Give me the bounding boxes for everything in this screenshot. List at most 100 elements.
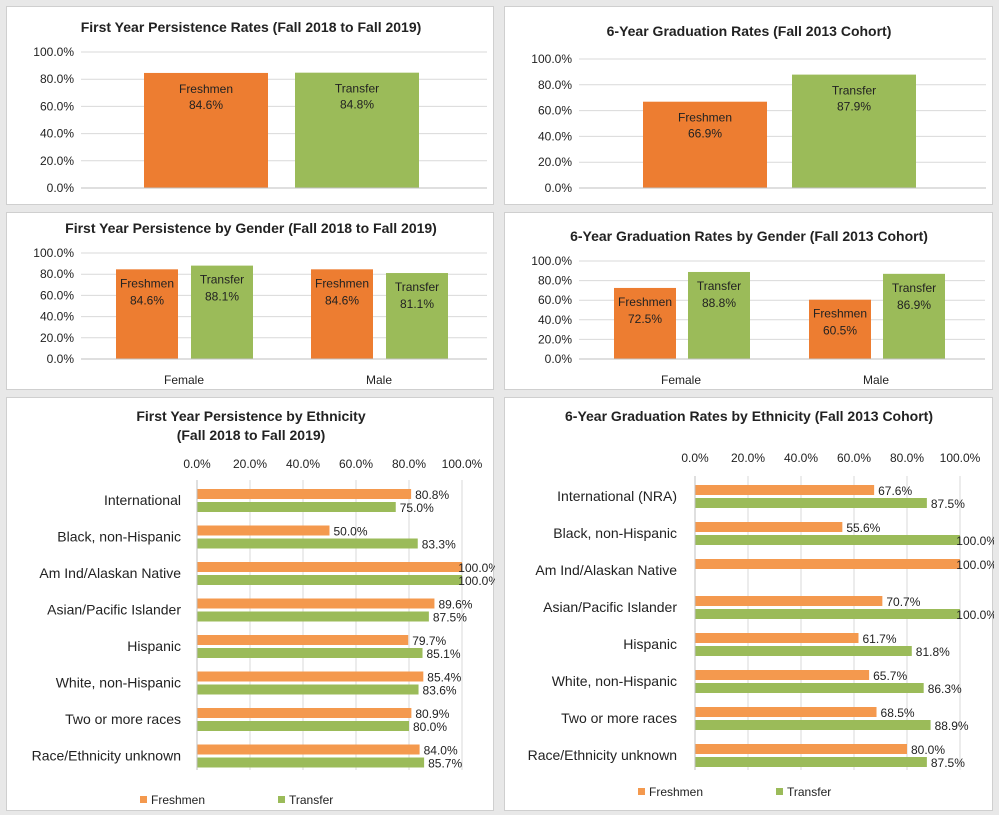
bar-freshmen [197, 744, 420, 755]
x-tick-label: 20.0% [233, 457, 267, 471]
data-label: 100.0% [458, 561, 495, 575]
y-tick-label: 60.0% [40, 99, 74, 113]
bar-transfer [792, 74, 916, 188]
data-label: 100.0% [956, 608, 994, 622]
data-label: 89.6% [438, 598, 472, 612]
y-tick-label: 20.0% [538, 155, 572, 169]
data-label: 67.6% [878, 484, 912, 498]
y-tick-label: 0.0% [47, 352, 75, 366]
bar-transfer [883, 273, 945, 359]
data-label: 100.0% [956, 558, 994, 572]
category-label: Hispanic [127, 638, 181, 654]
series-label: Freshmen [179, 82, 233, 96]
series-label: Transfer [200, 273, 244, 287]
chart-title: 6-Year Graduation Rates by Gender (Fall … [570, 228, 928, 244]
bar-freshmen [197, 598, 435, 609]
chart-graduation-rates: 6-Year Graduation Rates (Fall 2013 Cohor… [531, 23, 986, 195]
y-tick-label: 60.0% [538, 293, 572, 307]
chart-title: (Fall 2018 to Fall 2019) [177, 427, 326, 443]
y-tick-label: 60.0% [538, 104, 572, 118]
bar-freshmen [695, 670, 870, 680]
bar-freshmen [695, 522, 843, 532]
bar-freshmen [695, 633, 859, 643]
chart-persistence-by-ethnicity: First Year Persistence by Ethnicity (Fall… [32, 408, 495, 807]
category-label: Black, non-Hispanic [57, 529, 181, 545]
chart-title: 6-Year Graduation Rates by Ethnicity (Fa… [565, 408, 933, 424]
legend-label: Transfer [289, 793, 333, 807]
category-label: Female [164, 373, 204, 387]
chart-title: 6-Year Graduation Rates (Fall 2013 Cohor… [607, 23, 892, 39]
y-tick-label: 40.0% [538, 313, 572, 327]
y-tick-label: 0.0% [545, 352, 573, 366]
x-tick-label: 20.0% [731, 451, 765, 465]
y-tick-label: 20.0% [538, 332, 572, 346]
bar-freshmen [695, 559, 960, 569]
data-label: 83.6% [423, 684, 457, 698]
y-tick-label: 0.0% [47, 181, 75, 195]
bar-transfer [695, 683, 924, 693]
bar-transfer [197, 757, 425, 768]
data-label: 65.7% [873, 669, 907, 683]
x-tick-label: 0.0% [183, 457, 211, 471]
bar-transfer [695, 535, 960, 545]
x-tick-label: 40.0% [286, 457, 320, 471]
chart-persistence-rates: First Year Persistence Rates (Fall 2018 … [33, 19, 487, 195]
bar-freshmen [197, 562, 462, 572]
data-label: 80.9% [415, 707, 449, 721]
panel-graduation-ethnicity: 6-Year Graduation Rates by Ethnicity (Fa… [504, 397, 994, 811]
category-label: Male [366, 373, 392, 387]
category-label: Race/Ethnicity unknown [32, 748, 181, 764]
data-label: 81.1% [400, 297, 434, 311]
bar-transfer [197, 721, 409, 731]
category-label: Am Ind/Alaskan Native [535, 562, 677, 578]
bar-transfer [386, 273, 448, 359]
data-label: 88.9% [935, 719, 969, 733]
legend-swatch-freshmen [638, 788, 645, 795]
data-label: 86.3% [928, 682, 962, 696]
legend-swatch-freshmen [140, 796, 147, 803]
category-label: White, non-Hispanic [552, 673, 677, 689]
bar-transfer [295, 72, 419, 188]
chart-graduation-by-ethnicity: 6-Year Graduation Rates by Ethnicity (Fa… [528, 408, 994, 799]
bar-freshmen [116, 269, 178, 359]
series-label: Transfer [697, 279, 741, 293]
x-tick-label: 80.0% [890, 451, 924, 465]
category-label: International (NRA) [557, 488, 677, 504]
bar-transfer [688, 271, 750, 359]
bar-transfer [695, 757, 927, 767]
category-label: Hispanic [623, 636, 677, 652]
bar-freshmen [197, 489, 412, 499]
category-label: Two or more races [561, 710, 677, 726]
chart-title: First Year Persistence by Gender (Fall 2… [65, 220, 437, 236]
data-label: 100.0% [458, 574, 495, 588]
x-tick-label: 100.0% [442, 457, 483, 471]
chart-persistence-by-gender: First Year Persistence by Gender (Fall 2… [33, 220, 487, 387]
data-label: 55.6% [846, 521, 880, 535]
y-tick-label: 40.0% [40, 310, 74, 324]
bar-freshmen [643, 101, 767, 188]
bar-transfer [197, 684, 419, 695]
bar-freshmen [695, 744, 907, 754]
category-label: Race/Ethnicity unknown [528, 747, 677, 763]
y-tick-label: 0.0% [545, 181, 573, 195]
bar-transfer [197, 538, 418, 549]
data-label: 87.9% [837, 100, 871, 114]
bar-transfer [197, 611, 429, 622]
series-label: Freshmen [315, 276, 369, 290]
series-label: Transfer [892, 281, 936, 295]
x-tick-label: 0.0% [681, 451, 709, 465]
data-label: 84.8% [340, 98, 374, 112]
y-tick-label: 40.0% [538, 129, 572, 143]
chart-title: First Year Persistence Rates (Fall 2018 … [81, 19, 422, 35]
bar-freshmen [197, 525, 330, 536]
legend-label: Transfer [787, 785, 831, 799]
bar-freshmen [311, 269, 373, 359]
bar-transfer [197, 648, 423, 658]
bar-transfer [695, 498, 927, 508]
category-label: Am Ind/Alaskan Native [39, 565, 181, 581]
data-label: 61.7% [863, 632, 897, 646]
y-tick-label: 60.0% [40, 288, 74, 302]
x-tick-label: 40.0% [784, 451, 818, 465]
data-label: 70.7% [886, 595, 920, 609]
y-tick-label: 20.0% [40, 154, 74, 168]
